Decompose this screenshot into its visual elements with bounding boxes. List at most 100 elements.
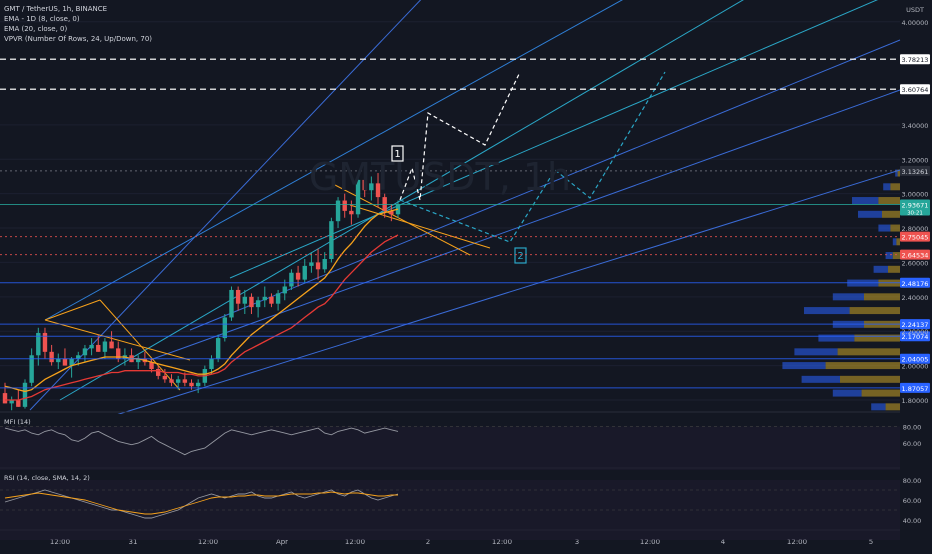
volume-bar-up xyxy=(858,210,882,218)
candle-body xyxy=(116,348,121,359)
candle-body xyxy=(209,358,214,370)
candle-body xyxy=(156,369,161,376)
grid-lines xyxy=(0,21,900,401)
price-label: 3.78213 xyxy=(902,56,929,64)
candle-body xyxy=(309,262,314,266)
price-label-box xyxy=(900,277,930,288)
candle-body xyxy=(9,399,14,404)
price-label-box xyxy=(900,353,930,364)
volume-bar-down xyxy=(896,238,900,246)
channel-line xyxy=(149,89,901,361)
candle-body xyxy=(329,221,334,259)
volume-bar-down xyxy=(882,210,900,218)
y-tick-label: 2.80000 xyxy=(902,225,929,233)
candle-body xyxy=(229,289,234,318)
price-label: 2.17074 xyxy=(902,333,929,341)
price-label: 2.64534 xyxy=(902,252,929,260)
mfi-panel-label: MFI (14) xyxy=(4,418,31,426)
x-tick-label: 31 xyxy=(129,538,138,546)
x-tick-label: 2 xyxy=(426,538,430,546)
candle-body xyxy=(2,393,8,404)
oscillator-panels: MFI (14) 80.00 60.00 RSI (14, close, SMA, 1… xyxy=(0,414,921,540)
volume-bar-down xyxy=(825,362,900,370)
volume-bar-up xyxy=(852,197,879,205)
mfi-panel-band xyxy=(0,426,900,477)
volume-bar-up xyxy=(794,348,838,356)
pattern-line xyxy=(44,319,191,361)
volume-bar-down xyxy=(878,197,900,205)
candle-body xyxy=(195,382,201,387)
annotation-1-box xyxy=(391,145,404,162)
volume-bar-down xyxy=(864,293,900,301)
volume-bar-up xyxy=(878,224,891,232)
price-label-box xyxy=(900,331,930,342)
candle-body xyxy=(342,200,347,211)
candle-body xyxy=(49,351,54,363)
price-label: 1.87057 xyxy=(902,385,929,393)
candle-body xyxy=(22,382,28,407)
price-label-box xyxy=(900,199,930,216)
volume-bar-down xyxy=(888,265,900,273)
candle-body xyxy=(149,362,154,370)
price-label-box xyxy=(900,231,930,242)
price-label: 3.13261 xyxy=(902,168,929,176)
y-tick-label: 2.60000 xyxy=(902,259,929,267)
volume-bar-up xyxy=(832,389,862,397)
candle-body xyxy=(169,379,174,383)
ema-slow-line xyxy=(5,234,399,401)
volume-bar-up xyxy=(782,362,826,370)
candle-body xyxy=(382,197,387,211)
candle-body xyxy=(62,358,68,366)
price-label: 2.04005 xyxy=(902,356,929,364)
time-axis: 12:00 31 12:00 Apr 12:00 2 12:00 3 12:00 4 12:00 5 xyxy=(0,411,900,546)
rsi-panel-tick: 80.00 xyxy=(903,477,922,485)
candle-body xyxy=(322,258,327,270)
volume-profile xyxy=(782,169,900,411)
candle-body xyxy=(42,332,48,352)
y-tick-label: 2.20000 xyxy=(902,328,929,336)
price-label-box xyxy=(900,382,930,393)
annotation-2-box xyxy=(514,247,527,264)
candle-body xyxy=(315,262,321,270)
price-label-box xyxy=(900,319,930,330)
pattern-line xyxy=(99,299,181,391)
trend-drawings xyxy=(29,0,901,421)
ema-lines xyxy=(4,208,399,401)
volume-bar-down xyxy=(837,348,900,356)
x-tick-label: 12:00 xyxy=(345,538,365,546)
volume-bar-up xyxy=(804,307,850,315)
candle-body xyxy=(96,344,101,352)
candle-body xyxy=(162,375,168,380)
projection-path-1 xyxy=(399,71,521,201)
candle-body xyxy=(262,296,267,301)
price-label-box xyxy=(900,165,930,176)
volume-bar-up xyxy=(801,375,840,383)
candle-body xyxy=(182,379,188,383)
candle-body xyxy=(235,289,241,304)
candle-body xyxy=(16,399,21,407)
price-label: 2.93671 xyxy=(902,202,929,210)
y-tick-label: 3.20000 xyxy=(902,156,929,164)
countdown-label: 30:21 xyxy=(907,211,923,217)
y-tick-label: 3.40000 xyxy=(902,122,929,130)
y-tick-label: 2.40000 xyxy=(902,294,929,302)
volume-bar-up xyxy=(873,265,888,273)
volume-bar-up xyxy=(871,403,886,411)
x-tick-label: 3 xyxy=(575,538,579,546)
channel-line xyxy=(29,0,422,411)
watermark: GMTUSDT, 1h xyxy=(309,155,571,199)
volume-bar-down xyxy=(890,183,900,191)
candle-body xyxy=(389,210,394,215)
candle-body xyxy=(362,179,367,191)
volume-bar-down xyxy=(854,334,900,342)
candle-body xyxy=(136,358,141,363)
y-tick-label: 1.80000 xyxy=(902,397,929,405)
volume-bar-down xyxy=(897,169,900,177)
y-tick-label: 2.00000 xyxy=(902,363,929,371)
mfi-panel-tick: 80.00 xyxy=(903,423,922,431)
price-label: 2.75045 xyxy=(902,234,929,242)
candle-body xyxy=(249,296,254,308)
